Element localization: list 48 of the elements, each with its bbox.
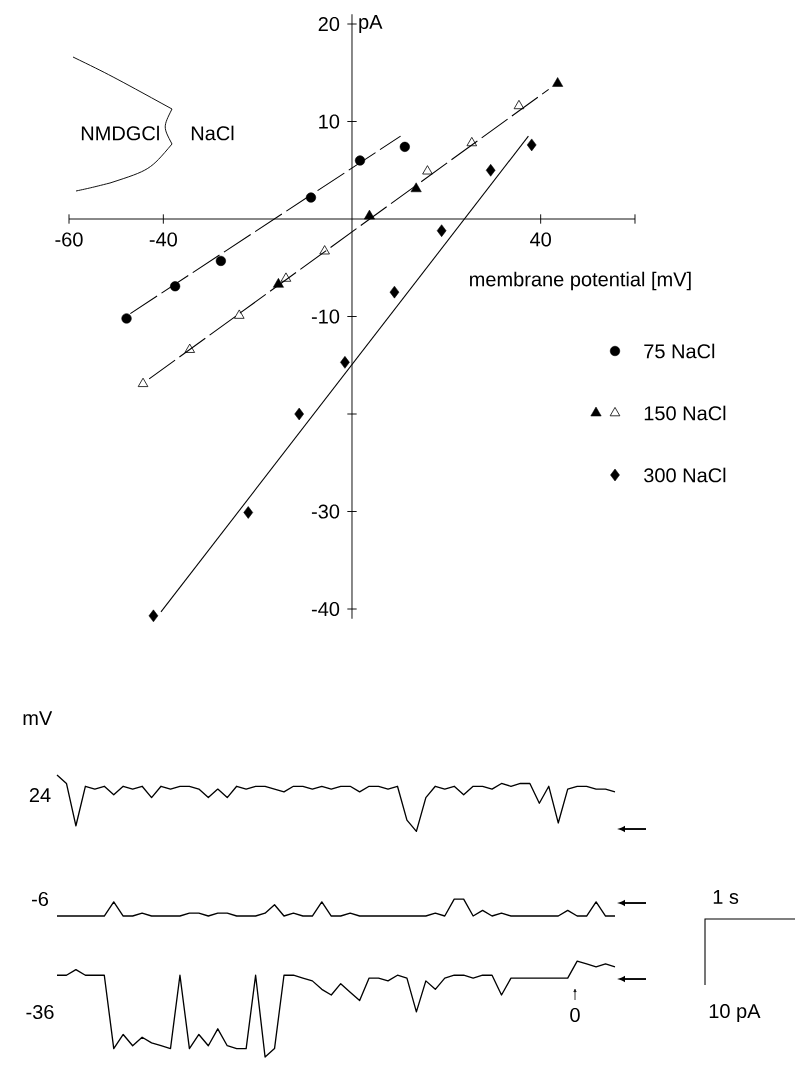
point xyxy=(340,356,350,369)
y-axis-title: pA xyxy=(359,15,383,33)
point xyxy=(410,182,422,193)
x-axis-title: membrane potential [mV] xyxy=(470,271,691,291)
y-tick-label: -40 xyxy=(311,601,340,617)
point xyxy=(305,192,317,203)
point xyxy=(170,281,181,292)
point xyxy=(319,245,330,255)
point xyxy=(272,278,284,288)
point xyxy=(121,313,132,324)
text: 24 xyxy=(29,788,51,802)
x-tick-label: -40 xyxy=(149,232,177,247)
y-tick-label: 10 xyxy=(319,114,340,129)
point xyxy=(513,99,525,110)
point xyxy=(294,407,304,421)
x-tick-label: -60 xyxy=(55,232,83,247)
annotation: NMDGCl xyxy=(81,125,159,141)
point xyxy=(363,209,375,220)
y-tick-label: -30 xyxy=(311,504,340,519)
point xyxy=(466,136,478,147)
legend-label: 75 NaCl xyxy=(644,343,715,359)
point xyxy=(389,285,400,299)
y-tick-label: 20 xyxy=(318,16,340,32)
point xyxy=(215,255,226,266)
annotation: NaCl xyxy=(191,125,234,141)
point xyxy=(243,506,253,519)
annotation: 0 xyxy=(570,1007,580,1023)
text: -6 xyxy=(31,891,49,907)
point xyxy=(552,77,564,87)
point xyxy=(436,224,447,237)
text: 10 pA xyxy=(709,1003,761,1023)
point xyxy=(526,138,537,152)
x-tick-label: 40 xyxy=(530,232,551,247)
text: mV xyxy=(23,711,53,725)
point xyxy=(148,609,159,623)
legend-label: 300 NaCl xyxy=(644,467,726,483)
text: 1 s xyxy=(713,890,739,904)
point xyxy=(234,309,245,319)
point xyxy=(422,165,433,175)
point xyxy=(485,163,496,177)
point xyxy=(399,141,410,152)
point xyxy=(354,155,366,166)
annotation: -36 xyxy=(26,1004,54,1020)
legend-label: 150 NaCl xyxy=(644,405,726,421)
point xyxy=(137,377,149,387)
point xyxy=(280,272,292,282)
y-tick-label: -10 xyxy=(311,309,340,324)
point xyxy=(184,343,195,353)
